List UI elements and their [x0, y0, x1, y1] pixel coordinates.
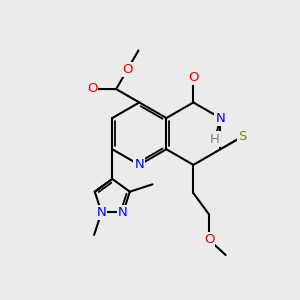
Text: N: N — [215, 112, 225, 124]
Text: O: O — [87, 82, 98, 95]
Text: N: N — [134, 158, 144, 171]
Text: H: H — [210, 133, 220, 146]
Text: N: N — [97, 206, 106, 219]
Text: O: O — [204, 233, 214, 246]
Text: O: O — [122, 63, 133, 76]
Text: O: O — [188, 71, 199, 84]
Text: S: S — [238, 130, 247, 143]
Text: N: N — [118, 206, 128, 219]
